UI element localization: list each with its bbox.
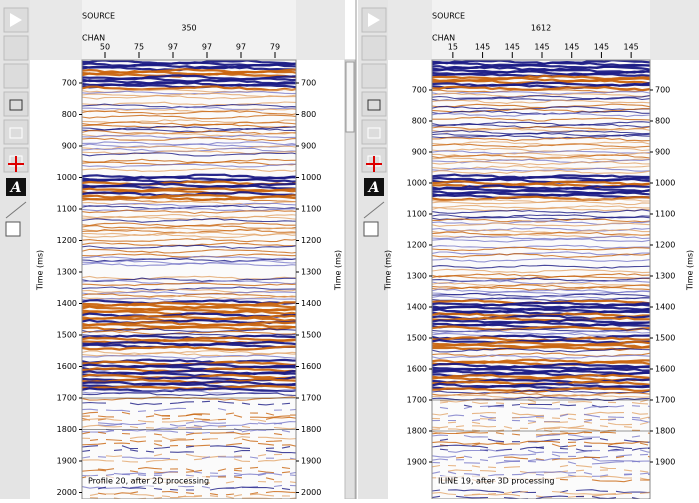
caption: ILINE 19, after 3D processing	[438, 477, 554, 486]
time-tick-label: 1800	[655, 427, 675, 436]
time-tick-label: 700	[301, 79, 316, 88]
time-tick-label: 1400	[655, 303, 675, 312]
chan-tick-label: 145	[505, 43, 520, 52]
time-tick-label: 700	[412, 86, 427, 95]
time-tick-label: 1600	[407, 365, 427, 374]
time-tick-label: 1800	[57, 425, 77, 434]
time-tick-label: 1000	[301, 173, 321, 182]
chan-tick-label: 50	[100, 43, 110, 52]
time-tick-label: 1700	[655, 396, 675, 405]
chan-tick-label: 97	[202, 43, 212, 52]
time-tick-label: 800	[412, 117, 427, 126]
chan-tick-label: 145	[534, 43, 549, 52]
chan-tick-label: 145	[594, 43, 609, 52]
tool-button[interactable]	[4, 64, 28, 88]
time-tick-label: 900	[301, 142, 316, 151]
time-tick-label: 900	[655, 148, 670, 157]
chan-tick-label: 75	[134, 43, 144, 52]
axis-title: Time (ms)	[334, 250, 343, 291]
time-tick-label: 2000	[301, 488, 321, 497]
seismic-section	[432, 60, 672, 499]
source-label: SOURCE	[432, 12, 465, 21]
time-tick-label: 900	[62, 142, 77, 151]
chan-label: CHAN	[432, 34, 455, 43]
time-tick-label: 1000	[655, 179, 675, 188]
time-tick-label: 1100	[301, 205, 321, 214]
chan-tick-label: 145	[624, 43, 639, 52]
time-tick-label: 1300	[301, 268, 321, 277]
time-tick-label: 800	[301, 110, 316, 119]
axis-title: Time (ms)	[686, 250, 695, 291]
time-tick-label: 1300	[407, 272, 427, 281]
time-tick-label: 1300	[655, 272, 675, 281]
time-tick-label: 1500	[57, 331, 77, 340]
tool-button[interactable]	[362, 36, 386, 60]
toggle-box[interactable]	[364, 222, 378, 236]
chan-tick-label: 97	[168, 43, 178, 52]
time-tick-label: 1100	[655, 210, 675, 219]
time-tick-label: 1100	[57, 205, 77, 214]
tool-button[interactable]	[362, 92, 386, 116]
time-tick-label: 2000	[57, 488, 77, 497]
time-tick-label: 1200	[655, 241, 675, 250]
time-tick-label: 1400	[57, 299, 77, 308]
time-tick-label: 1600	[655, 365, 675, 374]
time-tick-label: 1900	[655, 458, 675, 467]
axis-title: Time (ms)	[384, 250, 393, 291]
time-tick-label: 1900	[301, 457, 321, 466]
time-tick-label: 1700	[57, 394, 77, 403]
time-tick-label: 1900	[57, 457, 77, 466]
chan-tick-label: 145	[564, 43, 579, 52]
time-tick-label: 1600	[57, 362, 77, 371]
time-tick-label: 800	[655, 117, 670, 126]
time-tick-label: 1800	[407, 427, 427, 436]
time-tick-label: 1200	[57, 236, 77, 245]
source-label: SOURCE	[82, 12, 115, 21]
time-tick-label: 1700	[407, 396, 427, 405]
time-tick-label: 700	[62, 79, 77, 88]
chan-tick-label: 97	[236, 43, 246, 52]
source-value: 1612	[531, 24, 551, 33]
time-tick-label: 1100	[407, 210, 427, 219]
time-tick-label: 900	[412, 148, 427, 157]
tool-button[interactable]	[4, 36, 28, 60]
time-tick-label: 700	[655, 86, 670, 95]
time-tick-label: 1900	[407, 458, 427, 467]
seismic-section	[82, 60, 322, 499]
time-tick-label: 1400	[301, 299, 321, 308]
time-tick-label: 1400	[407, 303, 427, 312]
time-tick-label: 1500	[407, 334, 427, 343]
tool-button[interactable]	[362, 120, 386, 144]
caption: Profile 20, after 2D processing	[88, 477, 209, 486]
tool-button[interactable]	[362, 64, 386, 88]
time-tick-label: 1000	[57, 173, 77, 182]
time-tick-label: 1200	[407, 241, 427, 250]
text-tool-icon: A	[367, 180, 380, 196]
time-tick-label: 1700	[301, 394, 321, 403]
time-tick-label: 1500	[655, 334, 675, 343]
chan-tick-label: 79	[270, 43, 280, 52]
text-tool-icon: A	[9, 180, 22, 196]
axis-title: Time (ms)	[36, 250, 45, 291]
time-tick-label: 1200	[301, 236, 321, 245]
seismic-viewer: ASOURCE350CHAN50759797977970070080080090…	[0, 0, 699, 499]
time-tick-label: 1800	[301, 425, 321, 434]
chan-label: CHAN	[82, 34, 105, 43]
tool-button[interactable]	[4, 92, 28, 116]
time-tick-label: 1500	[301, 331, 321, 340]
chan-tick-label: 15	[448, 43, 458, 52]
time-tick-label: 1600	[301, 362, 321, 371]
tool-button[interactable]	[4, 120, 28, 144]
chan-tick-label: 145	[475, 43, 490, 52]
time-tick-label: 1300	[57, 268, 77, 277]
source-value: 350	[181, 24, 196, 33]
toggle-box[interactable]	[6, 222, 20, 236]
time-tick-label: 1000	[407, 179, 427, 188]
time-tick-label: 800	[62, 110, 77, 119]
scroll-thumb[interactable]	[346, 62, 354, 132]
